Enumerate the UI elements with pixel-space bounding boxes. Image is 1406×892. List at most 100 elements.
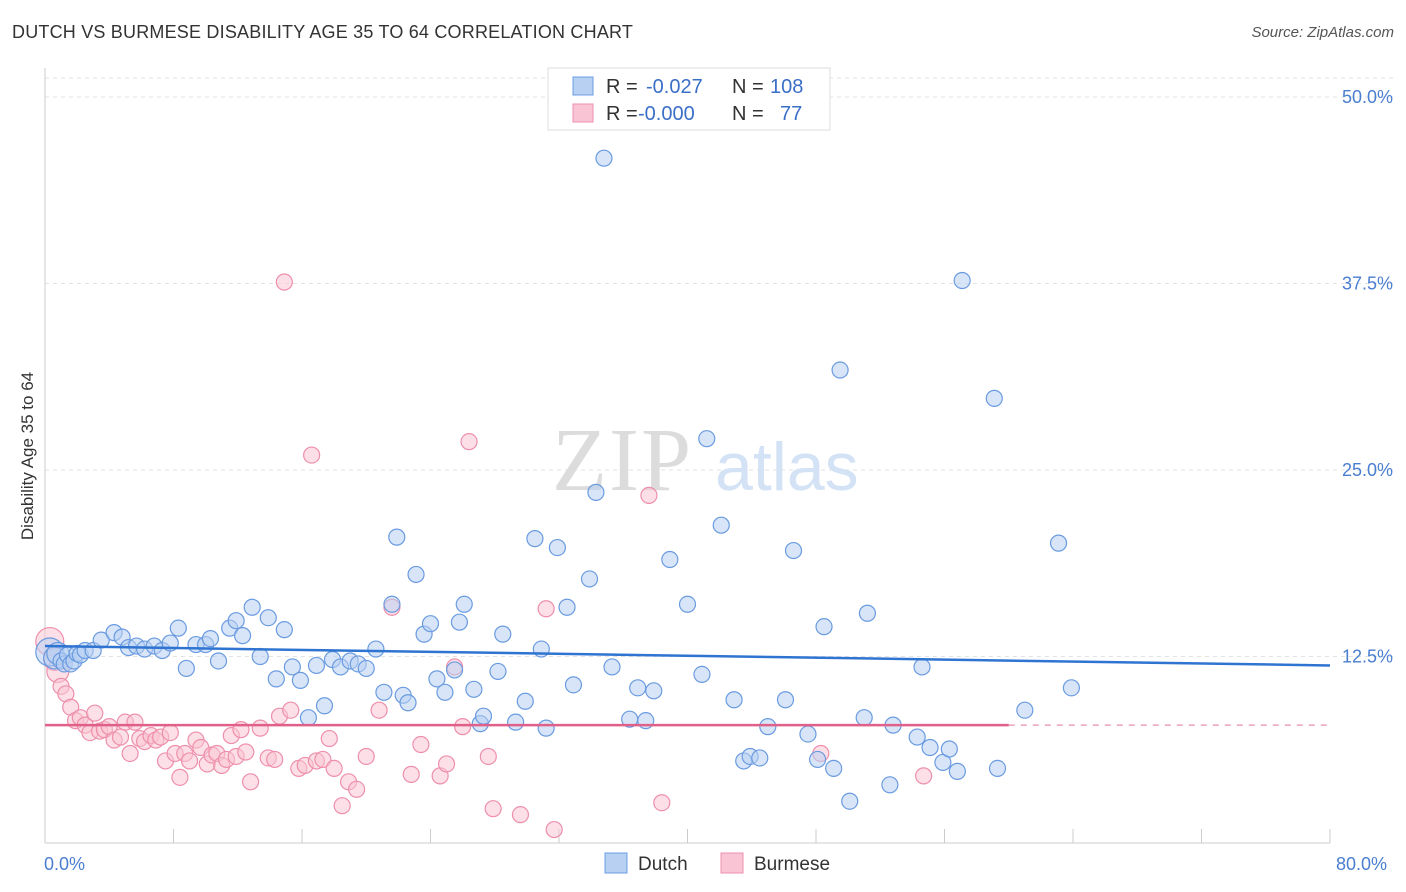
dutch-point [399,694,417,712]
dutch-point [881,776,899,794]
burmese-point [653,794,671,812]
dutch-point [809,750,827,769]
burmese-point [479,747,497,766]
legend-dutch-r-value: -0.027 [646,76,703,98]
burmese-point [333,797,351,815]
dutch-point [825,759,843,778]
trend-lines [44,644,1331,727]
watermark-zip: ZIP [552,411,693,510]
dutch-point [913,658,931,676]
dutch-point [988,759,1007,778]
burmese-point [370,701,388,719]
legend-burmese-r-label: R = [606,103,638,125]
bottom-legend-swatch-dutch [604,852,628,874]
burmese-point [320,729,338,748]
burmese-point [437,755,456,773]
dutch-point [489,662,507,681]
legend-burmese-n-value: 77 [780,103,802,125]
dutch-point [799,725,817,743]
dutch-point [759,718,777,736]
burmese-point [314,750,332,769]
x-axis-ticks [44,829,1331,843]
dutch-point [548,538,566,557]
burmese-point [640,486,658,504]
dutch-point [751,749,769,767]
burmese-point [412,735,430,754]
dutch-point [267,670,285,688]
dutch-point [595,149,613,167]
dutch-point [315,697,334,715]
dutch-trend-line [44,644,1331,667]
dutch-point [283,658,301,676]
burmese-point [282,701,300,719]
y-tick-label-1: 25.0% [1342,460,1393,480]
dutch-point [421,615,440,633]
y-axis-tick-labels: 12.5% 25.0% 37.5% 50.0% [1342,87,1393,667]
dutch-point [357,659,375,678]
dutch-point [367,640,385,658]
burmese-point [242,773,260,791]
dutch-point [209,652,228,670]
dutch-point [815,618,833,636]
dutch-point [436,683,454,701]
burmese-point [126,713,144,731]
burmese-point [348,780,366,798]
dutch-point [580,570,599,588]
dutch-point [307,656,326,675]
burmese-point [511,806,530,824]
dutch-point [784,541,803,560]
dutch-point [587,483,605,501]
burmese-point [915,767,933,785]
burmese-point [86,704,104,722]
x-tick-label-max: 80.0% [1336,854,1387,874]
dutch-point [233,627,252,645]
dutch-point [558,598,576,616]
legend-burmese-r-value: -0.000 [638,103,695,125]
dutch-point [948,762,966,780]
dutch-point [516,692,534,710]
burmese-point [275,273,293,291]
dutch-point [985,389,1003,407]
burmese-point [303,446,321,464]
dutch-point [776,691,795,709]
dutch-point [712,516,730,534]
dutch-point [383,595,401,613]
burmese-point [111,728,130,746]
dutch-point [841,792,859,810]
dutch-point [177,659,195,678]
burmese-point [171,768,189,786]
dutch-point [375,683,393,701]
dutch-point [388,528,406,546]
dutch-point [299,709,318,727]
dutch-point [629,679,647,697]
legend-swatch-burmese [572,103,594,123]
dutch-point [465,680,483,698]
dutch-point [428,670,446,688]
burmese-point [357,747,375,766]
burmese-point [251,719,269,737]
dutch-point [227,612,245,630]
bottom-legend-swatch-burmese [720,852,744,874]
burmese-point [180,752,199,770]
legend-dutch-n-value: 108 [770,76,803,98]
burmese-point [460,433,478,451]
x-tick-label-min: 0.0% [44,854,85,874]
y-tick-label-3: 50.0% [1342,87,1393,107]
dutch-point [678,595,697,613]
dutch-point [858,604,877,622]
dutch-point [455,595,473,613]
burmese-point [537,600,555,618]
burmese-point [402,765,420,783]
legend-burmese-n-label: N = [732,103,764,125]
dutch-point [953,271,971,290]
dutch-point [921,738,939,757]
dutch-point [243,598,261,616]
dutch-point [474,707,493,725]
y-axis-label: Disability Age 35 to 64 [18,372,37,540]
dutch-point [526,530,544,548]
dutch-point [1049,534,1068,552]
burmese-point [454,718,472,736]
dutch-point [693,665,711,684]
burmese-point [266,750,284,769]
